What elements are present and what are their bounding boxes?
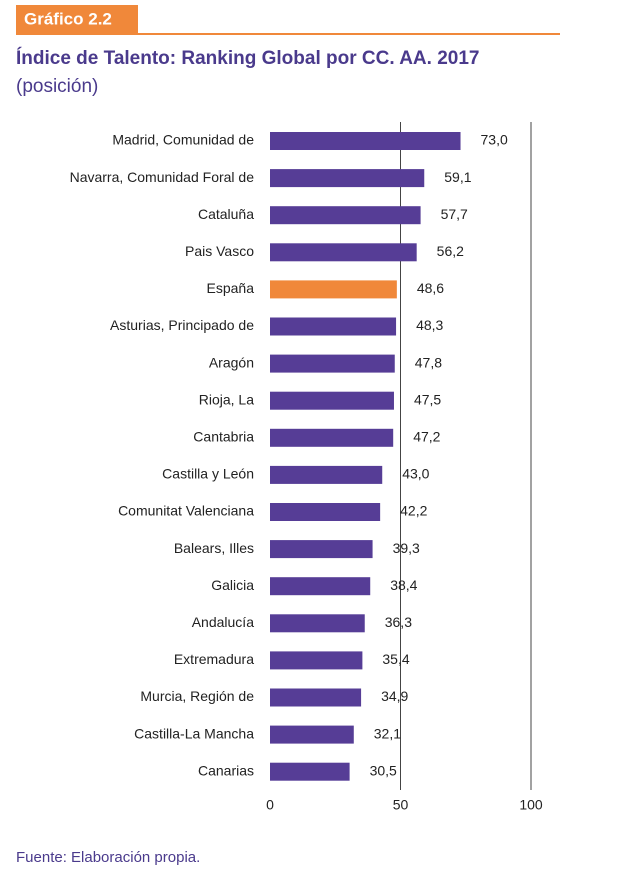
category-label: Galicia: [211, 577, 254, 593]
bar: [270, 577, 371, 596]
category-label: Cataluña: [198, 206, 254, 222]
badge: Gráfico 2.2: [24, 9, 112, 28]
x-tick-label: 100: [519, 797, 543, 813]
bar: [270, 465, 383, 484]
value-label: 38,4: [390, 577, 417, 593]
category-label: Murcia, Región de: [140, 688, 254, 704]
bar: [270, 354, 395, 373]
category-label: España: [207, 280, 255, 296]
value-label: 43,0: [402, 466, 429, 482]
category-label: Castilla-La Mancha: [134, 725, 254, 741]
bar: [270, 243, 417, 262]
bar: [270, 428, 394, 447]
value-label: 47,2: [413, 429, 440, 445]
category-label: Pais Vasco: [185, 243, 254, 259]
value-label: 35,4: [382, 651, 409, 667]
bar: [270, 651, 363, 670]
bar: [270, 762, 350, 781]
x-tick-label: 0: [266, 797, 274, 813]
bar: [270, 280, 397, 299]
bar: [270, 540, 373, 559]
category-label: Comunitat Valenciana: [118, 503, 254, 519]
value-label: 32,1: [374, 725, 401, 741]
category-label: Madrid, Comunidad de: [112, 132, 254, 148]
category-label: Castilla y León: [162, 466, 254, 482]
value-label: 47,8: [415, 354, 442, 370]
x-tick-label: 50: [393, 797, 409, 813]
bar: [270, 688, 362, 707]
source: Fuente: Elaboración propia.: [16, 849, 200, 866]
value-label: 42,2: [400, 503, 427, 519]
value-label: 48,6: [417, 280, 444, 296]
category-label: Canarias: [198, 762, 254, 778]
category-label: Cantabria: [193, 429, 254, 445]
value-label: 34,9: [381, 688, 408, 704]
category-label: Extremadura: [174, 651, 254, 667]
category-label: Navarra, Comunidad Foral de: [70, 169, 255, 185]
category-label: Rioja, La: [199, 391, 254, 407]
bar: [270, 503, 381, 521]
chart-title: Índice de Talento: Ranking Global por CC…: [16, 47, 479, 69]
value-label: 48,3: [416, 317, 443, 333]
category-label: Balears, Illes: [174, 540, 254, 556]
bar: [270, 725, 354, 744]
bar: [270, 391, 394, 410]
bar: [270, 206, 421, 225]
value-label: 57,7: [441, 206, 468, 222]
value-label: 56,2: [437, 243, 464, 259]
category-label: Aragón: [209, 354, 254, 370]
bar: [270, 317, 397, 336]
value-label: 73,0: [481, 132, 508, 148]
bar: [270, 132, 461, 150]
value-label: 59,1: [444, 169, 471, 185]
chart-subtitle: (posición): [16, 76, 98, 97]
value-label: 39,3: [393, 540, 420, 556]
category-label: Andalucía: [192, 614, 254, 630]
bar: [270, 169, 425, 188]
category-label: Asturias, Principado de: [110, 317, 254, 333]
badge-box: [16, 5, 138, 34]
bar: [270, 614, 365, 633]
value-label: 36,3: [385, 614, 412, 630]
value-label: 30,5: [370, 762, 397, 778]
value-label: 47,5: [414, 391, 441, 407]
